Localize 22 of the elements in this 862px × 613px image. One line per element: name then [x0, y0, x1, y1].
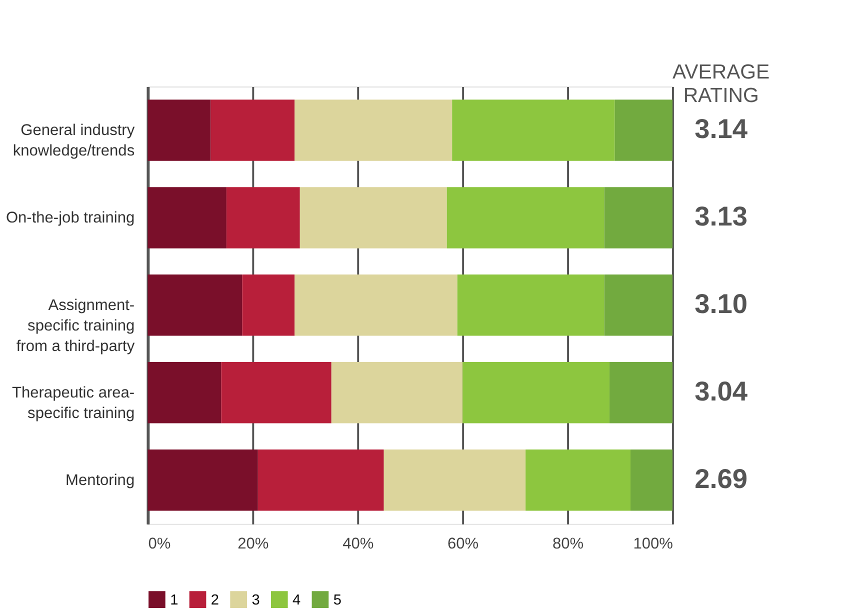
x-tick-label: 40%: [342, 536, 374, 553]
x-tick-label: 20%: [238, 536, 269, 553]
text: 3.04: [694, 375, 748, 406]
legend-label: 5: [333, 592, 342, 608]
x-tick-label: 100%: [633, 536, 674, 553]
legend-label: 2: [210, 592, 219, 608]
x-tick-label: 60%: [448, 536, 479, 553]
text: 2.69: [694, 462, 748, 494]
legend-label: 3: [252, 592, 260, 608]
legend-label: 4: [292, 592, 301, 608]
y-tick-label: Assignment-specific training from a third-party: [16, 297, 135, 355]
x-tick-label: 0%: [148, 536, 171, 553]
x-tick-label: 80%: [552, 536, 584, 553]
text: 3.10: [694, 288, 748, 319]
y-tick-label: Therapeutic area-specific training: [12, 384, 135, 422]
y-tick-label: On-the-job training: [6, 210, 135, 227]
text: 3.13: [694, 200, 748, 232]
text: 3.14: [694, 113, 748, 144]
legend-label: 1: [170, 592, 178, 608]
annotation: AVERAGE RATING: [672, 62, 770, 108]
y-tick-label: General industry knowledge/trends: [12, 122, 135, 160]
y-tick-label: Mentoring: [66, 472, 135, 489]
